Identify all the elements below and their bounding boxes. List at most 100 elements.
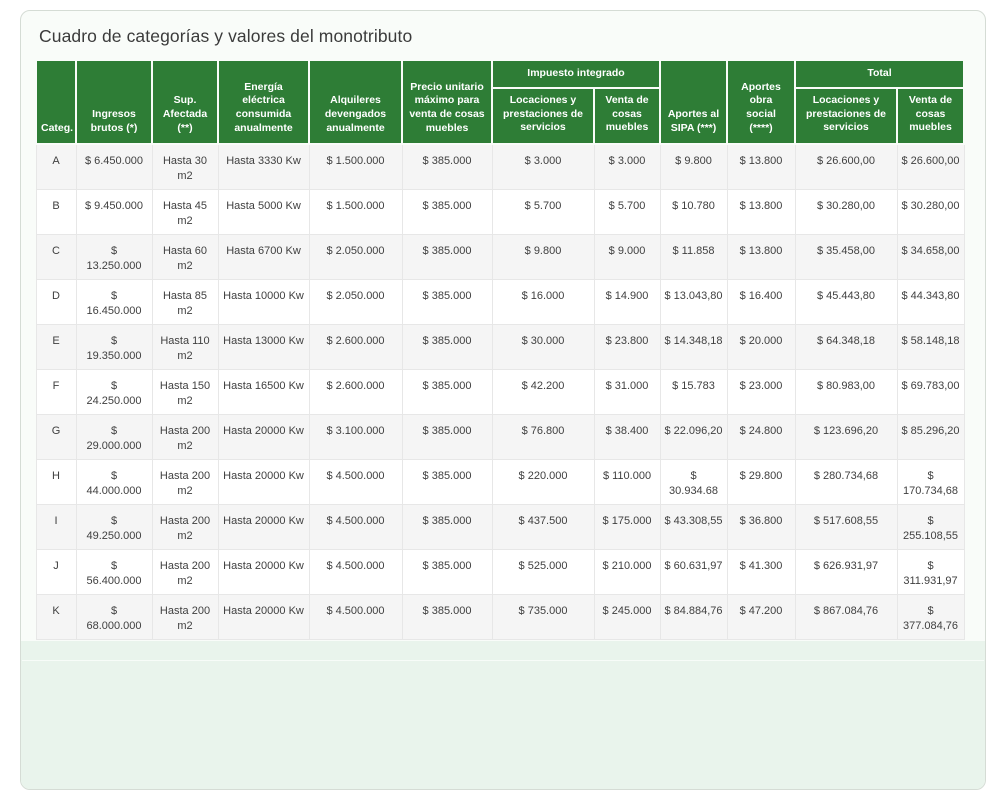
category-cell: H xyxy=(35,459,77,506)
value-cell: $ 3.000 xyxy=(593,143,661,191)
value-cell: $ 30.280,00 xyxy=(896,189,965,236)
value-cell: $ 437.500 xyxy=(491,504,595,551)
value-cell: $ 4.500.000 xyxy=(308,504,403,551)
category-cell: K xyxy=(35,594,77,641)
value-cell: $ 76.800 xyxy=(491,414,595,461)
value-cell: $ 735.000 xyxy=(491,594,595,641)
category-cell: A xyxy=(35,143,77,191)
value-cell: $ 220.000 xyxy=(491,459,595,506)
value-cell: Hasta 45 m2 xyxy=(151,189,219,236)
value-cell: Hasta 110 m2 xyxy=(151,324,219,371)
value-cell: $ 626.931,97 xyxy=(794,549,898,596)
value-cell: $ 525.000 xyxy=(491,549,595,596)
value-cell: Hasta 200 m2 xyxy=(151,549,219,596)
value-cell: $ 69.783,00 xyxy=(896,369,965,416)
value-cell: $ 22.096,20 xyxy=(659,414,728,461)
value-cell: $ 1.500.000 xyxy=(308,143,403,191)
table-row: B $ 9.450.000 Hasta 45 m2 Hasta 5000 Kw $ 1.… xyxy=(35,189,965,236)
value-cell: Hasta 200 m2 xyxy=(151,504,219,551)
value-cell: $ 23.000 xyxy=(726,369,796,416)
value-cell: $ 60.631,97 xyxy=(659,549,728,596)
value-cell: $ 29.000.000 xyxy=(75,414,153,461)
value-cell: $ 38.400 xyxy=(593,414,661,461)
value-cell: $ 2.050.000 xyxy=(308,279,403,326)
category-cell: C xyxy=(35,234,77,281)
table-row: D $ 16.450.000 Hasta 85 m2 Hasta 10000 Kw $ … xyxy=(35,279,965,326)
header-aportes-obra-social: Aportes obra social (****) xyxy=(726,59,796,145)
value-cell: $ 11.858 xyxy=(659,234,728,281)
value-cell: Hasta 20000 Kw xyxy=(217,549,310,596)
value-cell: Hasta 20000 Kw xyxy=(217,459,310,506)
value-cell: $ 23.800 xyxy=(593,324,661,371)
value-cell: $ 4.500.000 xyxy=(308,594,403,641)
value-cell: $ 517.608,55 xyxy=(794,504,898,551)
value-cell: $ 84.884,76 xyxy=(659,594,728,641)
table-body: A $ 6.450.000 Hasta 30 m2 Hasta 3330 Kw $ 1.… xyxy=(35,143,965,641)
value-cell: Hasta 150 m2 xyxy=(151,369,219,416)
value-cell: Hasta 60 m2 xyxy=(151,234,219,281)
value-cell: $ 56.400.000 xyxy=(75,549,153,596)
value-cell: Hasta 30 m2 xyxy=(151,143,219,191)
value-cell: $ 29.800 xyxy=(726,459,796,506)
table-row: H $ 44.000.000 Hasta 200 m2 Hasta 20000 Kw $… xyxy=(35,459,965,506)
value-cell: $ 30.934.68 xyxy=(659,459,728,506)
monotributo-table: Categ. Ingresos brutos (*) Sup. Afectada… xyxy=(35,59,965,641)
header-categ: Categ. xyxy=(35,59,77,145)
value-cell: $ 13.043,80 xyxy=(659,279,728,326)
value-cell: $ 9.000 xyxy=(593,234,661,281)
value-cell: $ 4.500.000 xyxy=(308,459,403,506)
category-cell: F xyxy=(35,369,77,416)
page-title: Cuadro de categorías y valores del monot… xyxy=(39,26,413,46)
table-row: C $ 13.250.000 Hasta 60 m2 Hasta 6700 Kw $ 2… xyxy=(35,234,965,281)
value-cell: $ 9.800 xyxy=(659,143,728,191)
category-cell: G xyxy=(35,414,77,461)
table-row: F $ 24.250.000 Hasta 150 m2 Hasta 16500 Kw $… xyxy=(35,369,965,416)
value-cell: $ 385.000 xyxy=(401,324,493,371)
table-header: Categ. Ingresos brutos (*) Sup. Afectada… xyxy=(35,59,965,145)
table-row: J $ 56.400.000 Hasta 200 m2 Hasta 20000 Kw $… xyxy=(35,549,965,596)
value-cell: $ 5.700 xyxy=(491,189,595,236)
value-cell: Hasta 16500 Kw xyxy=(217,369,310,416)
value-cell: $ 377.084,76 xyxy=(896,594,965,641)
value-cell: $ 867.084,76 xyxy=(794,594,898,641)
value-cell: $ 16.000 xyxy=(491,279,595,326)
value-cell: $ 10.780 xyxy=(659,189,728,236)
value-cell: $ 24.800 xyxy=(726,414,796,461)
value-cell: $ 385.000 xyxy=(401,594,493,641)
value-cell: $ 110.000 xyxy=(593,459,661,506)
value-cell: $ 9.450.000 xyxy=(75,189,153,236)
value-cell: $ 1.500.000 xyxy=(308,189,403,236)
header-aportes-sipa: Aportes al SIPA (***) xyxy=(659,59,728,145)
value-cell: $ 26.600,00 xyxy=(794,143,898,191)
table-row: K $ 68.000.000 Hasta 200 m2 Hasta 20000 Kw $… xyxy=(35,594,965,641)
value-cell: $ 64.348,18 xyxy=(794,324,898,371)
value-cell: $ 385.000 xyxy=(401,369,493,416)
value-cell: $ 44.343,80 xyxy=(896,279,965,326)
category-cell: J xyxy=(35,549,77,596)
table-wrapper: Categ. Ingresos brutos (*) Sup. Afectada… xyxy=(21,59,985,641)
header-precio-unitario: Precio unitario máximo para venta de cos… xyxy=(401,59,493,145)
value-cell: $ 385.000 xyxy=(401,189,493,236)
header-impuesto-servicios: Locaciones y prestaciones de servicios xyxy=(491,87,595,145)
category-cell: E xyxy=(35,324,77,371)
value-cell: $ 6.450.000 xyxy=(75,143,153,191)
value-cell: $ 68.000.000 xyxy=(75,594,153,641)
value-cell: $ 4.500.000 xyxy=(308,549,403,596)
value-cell: Hasta 20000 Kw xyxy=(217,504,310,551)
value-cell: $ 210.000 xyxy=(593,549,661,596)
value-cell: $ 36.800 xyxy=(726,504,796,551)
value-cell: Hasta 6700 Kw xyxy=(217,234,310,281)
value-cell: $ 385.000 xyxy=(401,234,493,281)
table-row: G $ 29.000.000 Hasta 200 m2 Hasta 20000 Kw $… xyxy=(35,414,965,461)
value-cell: $ 385.000 xyxy=(401,504,493,551)
table-row: E $ 19.350.000 Hasta 110 m2 Hasta 13000 Kw $… xyxy=(35,324,965,371)
category-cell: I xyxy=(35,504,77,551)
header-sub-row: Locaciones y prestaciones de servicios V… xyxy=(36,87,965,145)
value-cell: $ 245.000 xyxy=(593,594,661,641)
value-cell: $ 42.200 xyxy=(491,369,595,416)
value-cell: $ 385.000 xyxy=(401,414,493,461)
category-cell: D xyxy=(35,279,77,326)
header-alquileres: Alquileres devengados anualmente xyxy=(308,59,403,145)
value-cell: $ 16.450.000 xyxy=(75,279,153,326)
value-cell: $ 43.308,55 xyxy=(659,504,728,551)
